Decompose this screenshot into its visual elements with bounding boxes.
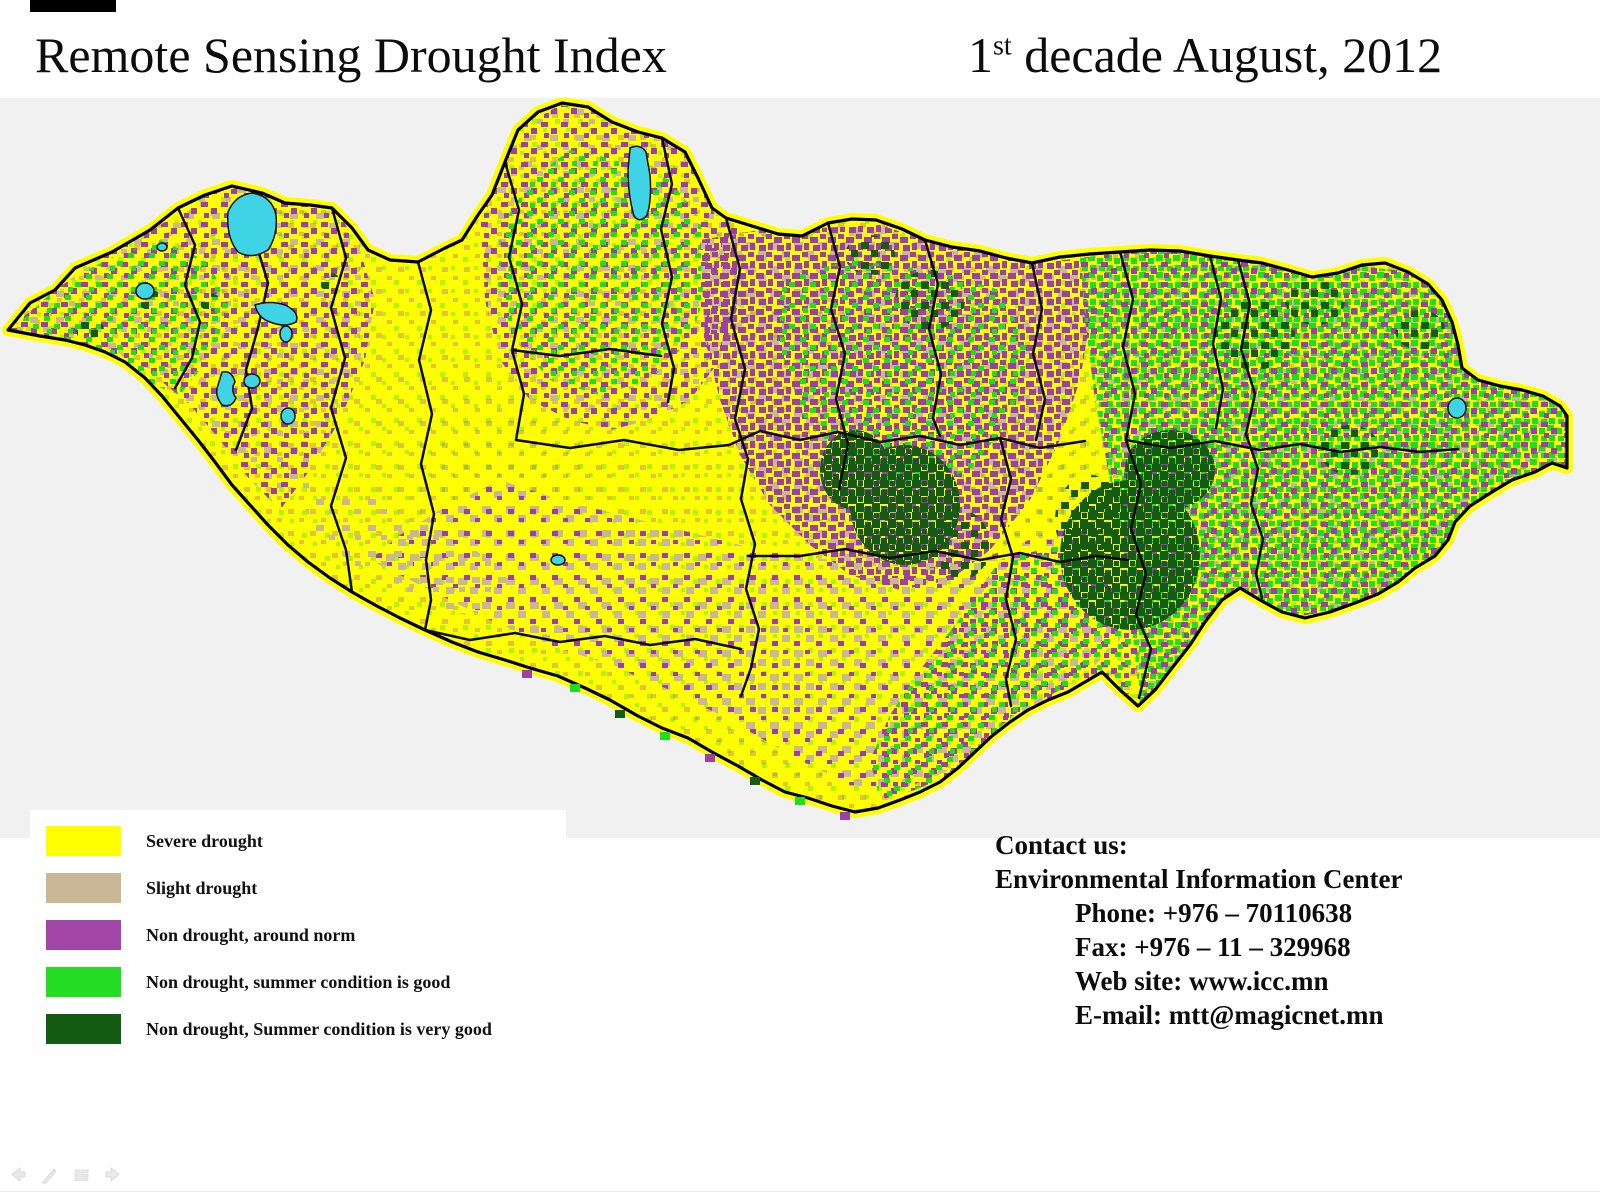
country-outline xyxy=(6,101,1569,814)
page-title: Remote Sensing Drought Index xyxy=(35,27,667,83)
map-legend: Severe drought Slight drought Non drough… xyxy=(30,810,566,1062)
lake xyxy=(254,301,298,326)
mongolia-drought-map xyxy=(2,98,1573,820)
lake xyxy=(226,192,278,257)
lake xyxy=(1447,397,1467,419)
legend-swatch-non-drought-norm xyxy=(46,920,121,950)
legend-label: Non drought, summer condition is good xyxy=(146,971,451,992)
bottom-edge-line xyxy=(0,1191,1600,1192)
legend-item: Severe drought xyxy=(30,820,566,862)
contact-phone: Phone: +976 – 70110638 xyxy=(1075,898,1353,928)
legend-item: Slight drought xyxy=(30,867,566,909)
legend-swatch-severe-drought xyxy=(46,826,121,856)
legend-swatch-summer-very-good xyxy=(46,1014,121,1044)
contact-fax: Fax: +976 – 11 – 329968 xyxy=(1075,932,1351,962)
border-fringe-pixels xyxy=(522,670,850,820)
legend-label: Severe drought xyxy=(146,830,263,851)
legend-item: Non drought, Summer condition is very go… xyxy=(30,1008,566,1050)
contact-email: E-mail: mtt@magicnet.mn xyxy=(1075,1000,1384,1030)
province-borders xyxy=(173,136,1460,708)
lake xyxy=(215,370,237,407)
lake xyxy=(550,554,566,566)
next-slide-button[interactable] xyxy=(104,1164,123,1186)
lakes xyxy=(135,145,1467,566)
pen-tool-button[interactable] xyxy=(40,1164,59,1186)
date-text: decade August, 2012 xyxy=(1011,27,1443,83)
header: Remote Sensing Drought Index 1st decade … xyxy=(0,26,1600,98)
legend-label: Non drought, around norm xyxy=(146,924,356,945)
lake xyxy=(156,242,168,252)
slideshow-controls xyxy=(8,1160,148,1190)
legend-label: Slight drought xyxy=(146,877,258,898)
slide-menu-button[interactable] xyxy=(72,1164,91,1186)
lake xyxy=(627,145,652,221)
contact-organization: Environmental Information Center xyxy=(995,864,1403,894)
date-title: 1st decade August, 2012 xyxy=(968,26,1442,84)
legend-label: Non drought, Summer condition is very go… xyxy=(146,1018,492,1039)
lake xyxy=(280,407,296,425)
black-top-bar xyxy=(30,0,116,12)
legend-item: Non drought, around norm xyxy=(30,914,566,956)
legend-swatch-summer-good xyxy=(46,967,121,997)
date-number: 1 xyxy=(968,27,993,83)
contact-block: Contact us: Environmental Information Ce… xyxy=(995,828,1555,1032)
lake xyxy=(243,373,261,389)
date-ordinal: st xyxy=(993,30,1012,62)
previous-slide-button[interactable] xyxy=(8,1164,27,1186)
map-panel xyxy=(0,98,1600,838)
contact-heading: Contact us: xyxy=(995,830,1128,860)
lake xyxy=(279,325,293,343)
legend-item: Non drought, summer condition is good xyxy=(30,961,566,1003)
lake xyxy=(135,282,155,300)
contact-website: Web site: www.icc.mn xyxy=(1075,966,1329,996)
legend-swatch-slight-drought xyxy=(46,873,121,903)
